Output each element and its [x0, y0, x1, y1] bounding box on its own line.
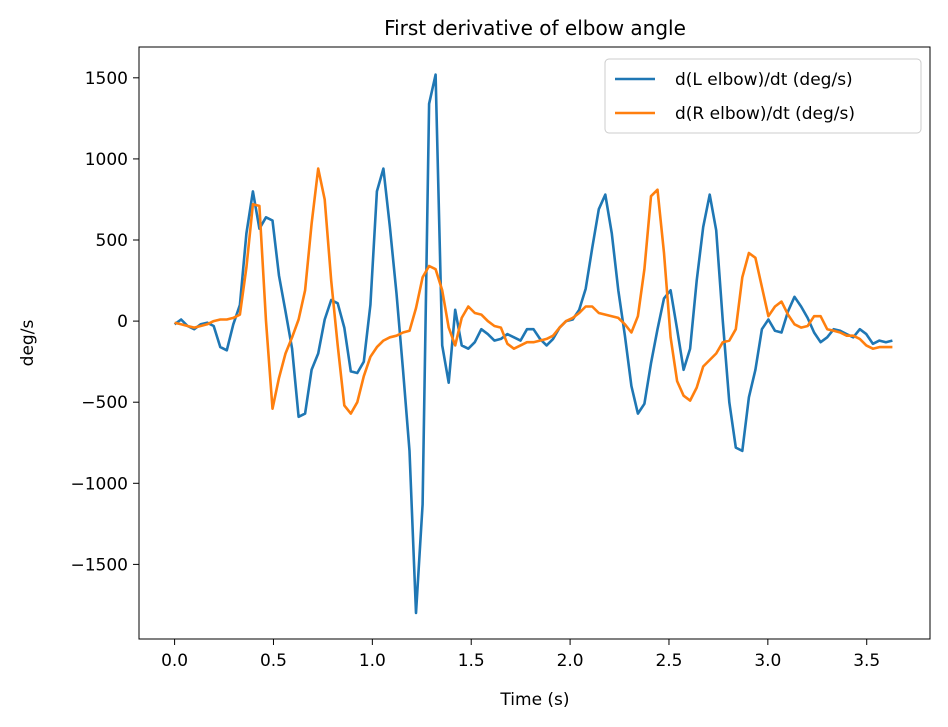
chart-title: First derivative of elbow angle	[384, 16, 686, 40]
y-tick-label: −1500	[70, 555, 128, 575]
y-tick-label: 1000	[85, 150, 128, 170]
series-line-right-elbow	[174, 167, 893, 415]
x-tick-label: 3.5	[853, 651, 880, 671]
y-tick-label: 500	[96, 231, 128, 251]
legend-label: d(R elbow)/dt (deg/s)	[675, 104, 855, 124]
y-tick-label: 0	[117, 312, 128, 332]
y-tick-label: −500	[81, 393, 128, 413]
plot-area	[173, 73, 893, 615]
x-tick-label: 1.5	[458, 651, 485, 671]
x-tick-label: 0.5	[260, 651, 287, 671]
legend: d(L elbow)/dt (deg/s) d(R elbow)/dt (deg/…	[604, 58, 922, 134]
x-tick-label: 2.0	[557, 651, 584, 671]
y-axis-label: deg/s	[18, 320, 38, 367]
x-axis: 0.0 0.5 1.0 1.5 2.0 2.5 3.0 3.5	[161, 639, 880, 671]
x-tick-label: 1.0	[359, 651, 386, 671]
plot-frame	[138, 46, 931, 640]
x-axis-label: Time (s)	[499, 690, 569, 710]
y-tick-label: 1500	[85, 69, 128, 89]
series-line-left-elbow	[173, 73, 893, 615]
y-axis: −1500 −1000 −500 0 500 1000 1500	[70, 69, 139, 575]
legend-label: d(L elbow)/dt (deg/s)	[675, 70, 853, 90]
x-tick-label: 0.0	[161, 651, 188, 671]
legend-box	[604, 58, 922, 134]
x-tick-label: 2.5	[655, 651, 682, 671]
x-tick-label: 3.0	[754, 651, 781, 671]
y-tick-label: −1000	[70, 474, 128, 494]
